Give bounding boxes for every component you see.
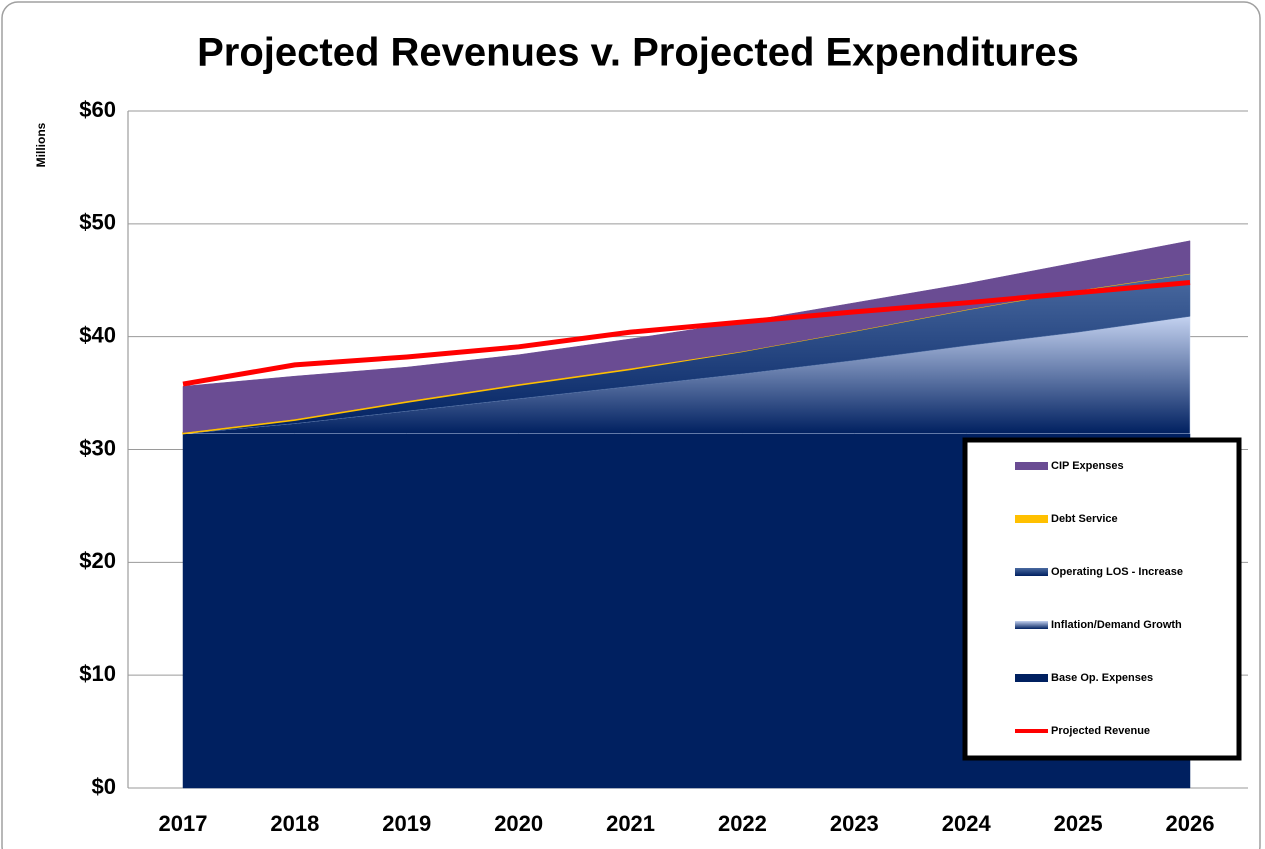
x-tick-label: 2024 bbox=[942, 811, 992, 836]
legend-swatch bbox=[1015, 621, 1048, 629]
x-tick-label: 2023 bbox=[830, 811, 879, 836]
legend-label: Base Op. Expenses bbox=[1051, 672, 1153, 684]
y-tick-label: $0 bbox=[92, 774, 116, 799]
x-tick-label: 2017 bbox=[159, 811, 208, 836]
y-tick-label: $40 bbox=[79, 322, 116, 347]
area bbox=[182, 240, 1191, 433]
legend-swatch bbox=[1015, 568, 1048, 576]
x-tick-label: 2020 bbox=[494, 811, 543, 836]
legend-label: Operating LOS - Increase bbox=[1051, 566, 1183, 578]
legend-label: CIP Expenses bbox=[1051, 460, 1124, 472]
y-axis-label: Millions bbox=[34, 122, 48, 167]
y-tick-label: $10 bbox=[79, 661, 116, 686]
legend-swatch bbox=[1015, 462, 1048, 470]
x-tick-label: 2025 bbox=[1054, 811, 1103, 836]
legend-label: Projected Revenue bbox=[1051, 725, 1150, 737]
x-tick-label: 2019 bbox=[382, 811, 431, 836]
x-tick-label: 2018 bbox=[270, 811, 319, 836]
x-tick-label: 2022 bbox=[718, 811, 767, 836]
y-tick-label: $60 bbox=[79, 97, 116, 122]
x-tick-label: 2026 bbox=[1166, 811, 1215, 836]
x-tick-label: 2021 bbox=[606, 811, 655, 836]
y-tick-label: $50 bbox=[79, 210, 116, 235]
y-tick-label: $30 bbox=[79, 435, 116, 460]
chart-title: Projected Revenues v. Projected Expendit… bbox=[197, 31, 1079, 75]
legend-swatch bbox=[1015, 515, 1048, 523]
legend-label: Debt Service bbox=[1051, 513, 1118, 525]
y-tick-label: $20 bbox=[79, 548, 116, 573]
legend-label: Inflation/Demand Growth bbox=[1051, 619, 1182, 631]
line bbox=[182, 280, 1191, 387]
legend-box bbox=[962, 437, 1242, 761]
legend-swatch bbox=[1015, 674, 1048, 682]
